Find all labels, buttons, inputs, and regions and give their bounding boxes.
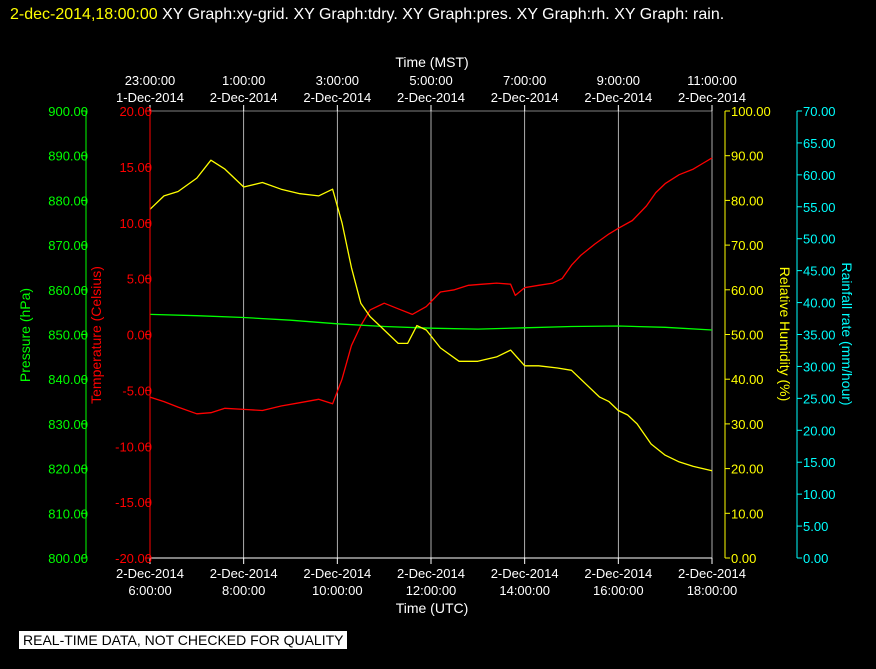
pressure-tick-label: 800.00 [48, 551, 88, 566]
bottom-tick-time: 8:00:00 [222, 583, 265, 598]
rain-tick-label: 10.00 [803, 487, 836, 502]
humidity-tick-label: 90.00 [731, 149, 764, 164]
top-tick-time: 1:00:00 [222, 73, 265, 88]
temperature-tick-label: -5.00 [122, 383, 152, 398]
top-tick-date: 2-Dec-2014 [678, 90, 746, 105]
humidity-tick-label: 20.00 [731, 462, 764, 477]
top-tick-time: 11:00:00 [687, 73, 737, 88]
pressure-series-line [149, 313, 713, 331]
humidity-tick-label: 50.00 [731, 328, 764, 343]
top-tick-date: 1-Dec-2014 [116, 90, 184, 105]
pressure-axis-title: Pressure (hPa) [17, 288, 33, 382]
rain-tick-label: 35.00 [803, 328, 836, 343]
bottom-tick-time: 6:00:00 [128, 583, 171, 598]
rain-tick-label: 5.00 [803, 519, 828, 534]
bottom-tick-date: 2-Dec-2014 [584, 566, 652, 581]
axis-layer: 2-Dec-2014 6:00:00 23:00:00 1-Dec-2014 2-Dec… [48, 73, 835, 598]
temperature-tick-label: -15.00 [115, 495, 152, 510]
header-title: 2-dec-2014,18:00:00 XY Graph:xy-grid. XY… [10, 2, 870, 28]
rain-tick-label: 70.00 [803, 104, 836, 119]
temperature-axis-title: Temperature (Celsius) [88, 266, 104, 404]
humidity-series-line [149, 159, 713, 472]
rain-tick-label: 25.00 [803, 391, 836, 406]
bottom-tick-time: 18:00:00 [687, 583, 738, 598]
quality-notice: REAL-TIME DATA, NOT CHECKED FOR QUALITY [19, 631, 348, 649]
bottom-tick-time: 10:00:00 [312, 583, 363, 598]
pressure-tick-label: 880.00 [48, 193, 88, 208]
top-tick-time: 7:00:00 [503, 73, 546, 88]
pressure-tick-label: 830.00 [48, 417, 88, 432]
top-tick-time: 9:00:00 [597, 73, 640, 88]
rain-tick-label: 55.00 [803, 200, 836, 215]
humidity-axis-title: Relative Humidity (%) [777, 267, 793, 402]
humidity-tick-label: 60.00 [731, 283, 764, 298]
humidity-tick-label: 0.00 [731, 551, 756, 566]
rain-tick-label: 40.00 [803, 296, 836, 311]
rain-tick-label: 50.00 [803, 232, 836, 247]
rain-tick-label: 0.00 [803, 551, 828, 566]
top-tick-date: 2-Dec-2014 [491, 90, 559, 105]
top-tick-date: 2-Dec-2014 [397, 90, 465, 105]
pressure-tick-label: 900.00 [48, 104, 88, 119]
top-tick-time: 5:00:00 [409, 73, 452, 88]
top-tick-time: 23:00:00 [125, 73, 176, 88]
pressure-tick-label: 810.00 [48, 506, 88, 521]
temperature-tick-label: -10.00 [115, 439, 152, 454]
temperature-series-line [149, 157, 713, 415]
bottom-tick-time: 14:00:00 [499, 583, 550, 598]
humidity-tick-label: 40.00 [731, 372, 764, 387]
temperature-tick-label: -20.00 [115, 551, 152, 566]
top-tick-time: 3:00:00 [316, 73, 359, 88]
pressure-tick-label: 860.00 [48, 283, 88, 298]
bottom-tick-date: 2-Dec-2014 [303, 566, 371, 581]
rain-tick-label: 20.00 [803, 423, 836, 438]
rain-tick-label: 60.00 [803, 168, 836, 183]
top-tick-date: 2-Dec-2014 [584, 90, 652, 105]
top-tick-date: 2-Dec-2014 [210, 90, 278, 105]
humidity-tick-label: 30.00 [731, 417, 764, 432]
rain-tick-label: 15.00 [803, 455, 836, 470]
series-layer [149, 157, 713, 472]
humidity-tick-label: 10.00 [731, 506, 764, 521]
humidity-tick-label: 80.00 [731, 193, 764, 208]
top-axis-title: Time (MST) [395, 54, 468, 70]
bottom-tick-date: 2-Dec-2014 [116, 566, 184, 581]
top-tick-date: 2-Dec-2014 [303, 90, 371, 105]
bottom-tick-date: 2-Dec-2014 [397, 566, 465, 581]
rain-axis-title: Rainfall rate (mm/hour) [839, 262, 855, 405]
temperature-tick-label: 20.00 [119, 104, 152, 119]
temperature-tick-label: 15.00 [119, 160, 152, 175]
bottom-axis-title: Time (UTC) [396, 600, 469, 616]
pressure-tick-label: 890.00 [48, 149, 88, 164]
pressure-tick-label: 840.00 [48, 372, 88, 387]
header-timestamp: 2-dec-2014,18:00:00 [10, 6, 158, 23]
bottom-tick-date: 2-Dec-2014 [678, 566, 746, 581]
temperature-tick-label: 10.00 [119, 216, 152, 231]
rain-tick-label: 45.00 [803, 264, 836, 279]
humidity-tick-label: 100.00 [731, 104, 771, 119]
bottom-tick-time: 12:00:00 [406, 583, 457, 598]
rain-tick-label: 65.00 [803, 136, 836, 151]
pressure-tick-label: 820.00 [48, 462, 88, 477]
humidity-tick-label: 70.00 [731, 238, 764, 253]
pressure-tick-label: 850.00 [48, 328, 88, 343]
bottom-tick-date: 2-Dec-2014 [491, 566, 559, 581]
temperature-tick-label: 0.00 [127, 328, 152, 343]
bottom-tick-time: 16:00:00 [593, 583, 644, 598]
pressure-tick-label: 870.00 [48, 238, 88, 253]
temperature-tick-label: 5.00 [127, 272, 152, 287]
rain-tick-label: 30.00 [803, 359, 836, 374]
bottom-tick-date: 2-Dec-2014 [210, 566, 278, 581]
header-graph-titles: XY Graph:xy-grid. XY Graph:tdry. XY Grap… [162, 6, 725, 23]
